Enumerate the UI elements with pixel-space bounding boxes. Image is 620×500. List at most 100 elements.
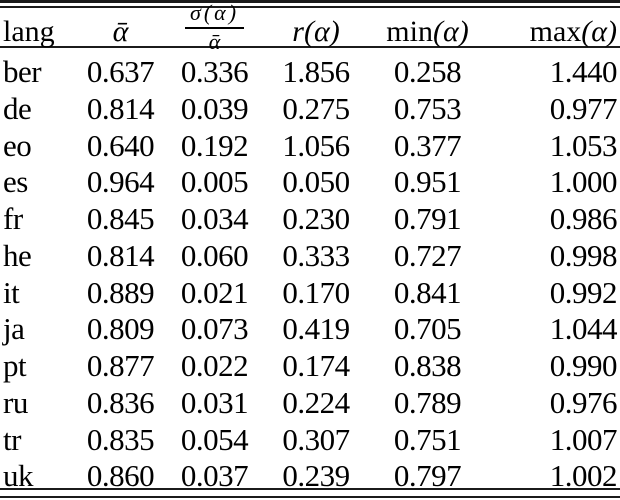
value-cell: 0.751 bbox=[393, 421, 462, 457]
table-row: pt 0.877 0.022 0.174 0.838 0.990 bbox=[0, 348, 620, 385]
lang-cell: de bbox=[3, 90, 32, 126]
fraction-numerator: σ(α) bbox=[184, 0, 245, 29]
top-rule-outer bbox=[0, 0, 620, 3]
value-cell: 0.835 bbox=[86, 421, 155, 457]
value-cell: 0.889 bbox=[86, 274, 155, 310]
value-cell: 0.640 bbox=[86, 127, 155, 163]
max-alpha-arg: (α) bbox=[581, 15, 617, 48]
value-cell: 0.637 bbox=[86, 54, 155, 89]
col-header-lang-label: lang bbox=[3, 15, 55, 48]
value-cell: 0.992 bbox=[549, 274, 618, 310]
value-cell: 0.990 bbox=[549, 348, 618, 383]
value-cell: 1.053 bbox=[549, 127, 618, 163]
top-rule-inner bbox=[0, 6, 620, 8]
table-header: lang ᾱ σ(α) ᾱ r(α) min(α) bbox=[0, 0, 620, 54]
lang-cell: pt bbox=[3, 348, 27, 383]
value-cell: 1.056 bbox=[282, 127, 350, 163]
bottom-rule-inner bbox=[0, 488, 620, 490]
value-cell: 0.170 bbox=[282, 274, 350, 310]
value-cell: 0.951 bbox=[393, 164, 462, 200]
lang-cell: fr bbox=[3, 201, 23, 236]
value-cell: 0.031 bbox=[180, 384, 249, 420]
value-cell: 0.998 bbox=[549, 237, 618, 273]
value-cell: 0.230 bbox=[282, 201, 350, 236]
value-cell: 1.002 bbox=[549, 458, 618, 494]
max-label: max bbox=[529, 15, 582, 48]
lang-cell: uk bbox=[3, 458, 34, 494]
lang-cell: he bbox=[3, 237, 32, 273]
header-rule bbox=[0, 46, 620, 48]
value-cell: 0.860 bbox=[86, 458, 155, 494]
table-body: ber 0.637 0.336 1.856 0.258 1.440 de 0.8… bbox=[0, 54, 620, 495]
lang-cell: es bbox=[3, 164, 28, 200]
value-cell: 0.034 bbox=[180, 201, 249, 236]
value-cell: 0.039 bbox=[180, 90, 249, 126]
value-cell: 0.275 bbox=[282, 90, 350, 126]
col-header-r-alpha: r(α) bbox=[262, 0, 370, 54]
value-cell: 0.791 bbox=[393, 201, 462, 236]
table-row: uk 0.860 0.037 0.239 0.797 1.002 bbox=[0, 458, 620, 495]
value-cell: 0.258 bbox=[393, 54, 462, 89]
value-cell: 0.307 bbox=[282, 421, 350, 457]
value-cell: 0.005 bbox=[180, 164, 249, 200]
min-alpha-arg: (α) bbox=[432, 15, 469, 48]
value-cell: 0.705 bbox=[393, 311, 462, 347]
table-row: fr 0.845 0.034 0.230 0.791 0.986 bbox=[0, 201, 620, 238]
value-cell: 0.845 bbox=[86, 201, 155, 236]
col-header-sigma-ratio: σ(α) ᾱ bbox=[167, 0, 262, 54]
value-cell: 0.333 bbox=[282, 237, 350, 273]
value-cell: 0.336 bbox=[180, 54, 249, 89]
value-cell: 0.022 bbox=[180, 348, 249, 383]
table-row: ru 0.836 0.031 0.224 0.789 0.976 bbox=[0, 385, 620, 422]
table-row: eo 0.640 0.192 1.056 0.377 1.053 bbox=[0, 128, 620, 165]
value-cell: 0.809 bbox=[86, 311, 155, 347]
table-row: tr 0.835 0.054 0.307 0.751 1.007 bbox=[0, 422, 620, 459]
table-row: es 0.964 0.005 0.050 0.951 1.000 bbox=[0, 164, 620, 201]
value-cell: 0.838 bbox=[393, 348, 462, 383]
r-alpha-symbol: r(α) bbox=[292, 15, 340, 48]
col-header-min-alpha: min(α) bbox=[370, 0, 485, 54]
value-cell: 1.440 bbox=[549, 54, 618, 89]
value-cell: 0.377 bbox=[393, 127, 462, 163]
col-header-lang: lang bbox=[0, 0, 74, 54]
header-row: lang ᾱ σ(α) ᾱ r(α) min(α) bbox=[0, 0, 620, 54]
lang-cell: ru bbox=[3, 384, 28, 420]
value-cell: 0.814 bbox=[86, 237, 155, 273]
value-cell: 0.836 bbox=[86, 384, 155, 420]
value-cell: 0.877 bbox=[86, 348, 155, 383]
value-cell: 0.224 bbox=[282, 384, 350, 420]
fraction: σ(α) ᾱ bbox=[184, 0, 245, 54]
value-cell: 0.060 bbox=[180, 237, 249, 273]
bottom-rule-outer bbox=[0, 496, 620, 498]
table-row: ber 0.637 0.336 1.856 0.258 1.440 bbox=[0, 54, 620, 91]
lang-cell: it bbox=[3, 274, 20, 310]
value-cell: 0.976 bbox=[549, 384, 618, 420]
table-row: de 0.814 0.039 0.275 0.753 0.977 bbox=[0, 91, 620, 128]
col-header-max-alpha: max(α) bbox=[485, 0, 620, 54]
table-row: ja 0.809 0.073 0.419 0.705 1.044 bbox=[0, 311, 620, 348]
value-cell: 0.797 bbox=[393, 458, 462, 494]
fraction-denominator: ᾱ bbox=[208, 29, 221, 54]
value-cell: 0.037 bbox=[180, 458, 249, 494]
value-cell: 0.419 bbox=[282, 311, 350, 347]
lang-cell: tr bbox=[3, 421, 21, 457]
value-cell: 0.964 bbox=[86, 164, 155, 200]
value-cell: 0.841 bbox=[393, 274, 462, 310]
lang-cell: eo bbox=[3, 127, 32, 163]
lang-cell: ber bbox=[3, 54, 42, 89]
min-label: min bbox=[386, 15, 433, 48]
value-cell: 0.239 bbox=[282, 458, 350, 494]
value-cell: 0.192 bbox=[180, 127, 249, 163]
lang-cell: ja bbox=[3, 311, 25, 347]
value-cell: 1.000 bbox=[549, 164, 618, 200]
value-cell: 0.977 bbox=[549, 90, 618, 126]
col-header-alpha-bar: ᾱ bbox=[74, 0, 167, 54]
value-cell: 0.050 bbox=[282, 164, 350, 200]
value-cell: 1.856 bbox=[282, 54, 350, 89]
value-cell: 0.054 bbox=[180, 421, 249, 457]
table-row: he 0.814 0.060 0.333 0.727 0.998 bbox=[0, 238, 620, 275]
value-cell: 0.174 bbox=[282, 348, 350, 383]
value-cell: 0.986 bbox=[549, 201, 618, 236]
